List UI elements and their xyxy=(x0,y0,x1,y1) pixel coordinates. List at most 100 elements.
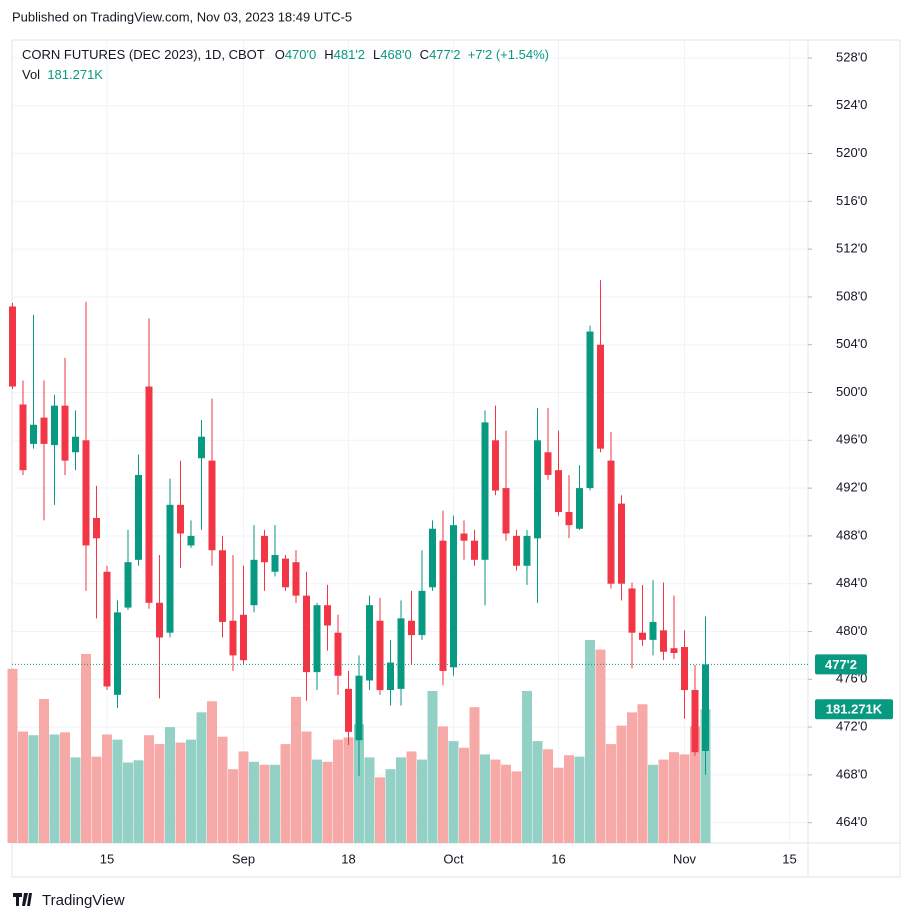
candle-body xyxy=(40,417,48,444)
candles xyxy=(9,280,709,777)
candle-body xyxy=(376,620,384,691)
candle-body xyxy=(471,540,478,560)
volume-bar xyxy=(249,761,259,843)
candle-body xyxy=(649,621,657,640)
volume-bar xyxy=(280,744,291,843)
volume-bar xyxy=(18,731,28,843)
candle-body xyxy=(345,688,352,732)
volume-key: Vol xyxy=(22,67,41,82)
ohlc-value: 470'0 xyxy=(284,47,317,62)
candle-body xyxy=(313,605,321,673)
candle-body xyxy=(292,562,300,596)
volume-bar xyxy=(564,755,574,843)
volume-bar xyxy=(469,707,480,843)
volume-bar xyxy=(658,759,669,843)
volume xyxy=(7,640,711,843)
legend-row: CORN FUTURES (DEC 2023), 1D, CBOT O470'0 H… xyxy=(22,45,549,65)
candle-body xyxy=(250,559,258,606)
volume-bar xyxy=(196,712,207,843)
volume-bar xyxy=(259,764,270,843)
volume-bar xyxy=(448,741,459,843)
volume-bar xyxy=(501,764,511,843)
candle-body xyxy=(282,558,289,588)
volume-bar xyxy=(238,751,249,843)
volume-bar xyxy=(375,777,385,843)
candle-body xyxy=(19,404,27,471)
volume-bar xyxy=(123,762,133,843)
volume-bar xyxy=(291,696,301,843)
candle-body xyxy=(397,618,405,689)
candle-body xyxy=(303,595,310,673)
frame xyxy=(11,39,901,878)
ohlc-value: 481'2 xyxy=(333,47,366,62)
candle-body xyxy=(366,605,373,681)
volume-bar xyxy=(459,747,469,843)
candle-body xyxy=(492,440,499,491)
volume-bar xyxy=(144,735,154,843)
volume-bar xyxy=(417,759,427,843)
y-tick-label: 488'0 xyxy=(836,527,867,542)
candle-body xyxy=(355,675,363,741)
candle-body xyxy=(534,440,541,539)
ohlc: O470'0 H481'2 L468'0 C477'2 xyxy=(265,47,461,62)
candle-body xyxy=(387,662,394,691)
header: Published on TradingView.com, Nov 03, 20… xyxy=(12,9,352,24)
candle-body xyxy=(103,571,111,687)
y-tick-label: 468'0 xyxy=(836,766,867,781)
volume-bar xyxy=(322,761,333,843)
volume-bar xyxy=(511,771,522,843)
grid xyxy=(12,40,808,843)
y-tick-label: 492'0 xyxy=(836,480,867,495)
candle-body xyxy=(261,535,268,563)
change: +7'2 (+1.54%) xyxy=(467,47,549,62)
y-tick-label: 508'0 xyxy=(836,288,867,303)
volume-bar xyxy=(102,734,112,843)
candle-body xyxy=(219,550,226,622)
volume-bar xyxy=(39,699,49,843)
volume-bar xyxy=(627,712,637,843)
volume-bar xyxy=(270,764,280,843)
x-tick-label: Sep xyxy=(232,851,255,866)
x-tick-label: Nov xyxy=(673,851,697,866)
candle-body xyxy=(166,504,174,633)
candle-body xyxy=(439,540,447,671)
candle-body xyxy=(145,386,153,603)
candle-body xyxy=(544,452,552,475)
candle-body xyxy=(523,535,531,566)
volume-bar xyxy=(228,769,238,843)
candle-body xyxy=(198,436,205,459)
volume-bar xyxy=(312,759,322,843)
candle-body xyxy=(177,504,184,534)
volume-bar xyxy=(175,742,186,843)
volume-bar xyxy=(679,754,690,843)
y-tick-label: 524'0 xyxy=(836,97,867,112)
x-tick-label: 15 xyxy=(100,851,114,866)
y-tick-label: 480'0 xyxy=(836,623,867,638)
volume-bar xyxy=(522,690,532,843)
candle-body xyxy=(670,648,678,654)
volume-bar xyxy=(385,769,396,843)
volume-bar xyxy=(637,704,648,843)
volume-bar xyxy=(690,726,700,843)
volume-bar xyxy=(81,654,91,843)
volume-bar xyxy=(543,749,553,843)
candle-body xyxy=(418,590,426,636)
ohlc-key: H xyxy=(324,47,334,62)
candle-body xyxy=(639,632,646,640)
volume-bar xyxy=(595,649,606,843)
y-tick-label: 484'0 xyxy=(836,575,867,590)
candle-body xyxy=(502,488,510,534)
candle-body xyxy=(576,488,583,529)
candle-body xyxy=(334,632,342,676)
candle-body xyxy=(660,630,667,652)
candle-body xyxy=(72,436,79,453)
candle-body xyxy=(124,562,132,608)
volume-bar xyxy=(396,757,406,843)
candle-body xyxy=(271,555,279,572)
volume-bar xyxy=(406,751,417,843)
candle-body xyxy=(481,422,489,560)
candle-body xyxy=(681,647,688,691)
footer: TradingView xyxy=(42,892,125,909)
